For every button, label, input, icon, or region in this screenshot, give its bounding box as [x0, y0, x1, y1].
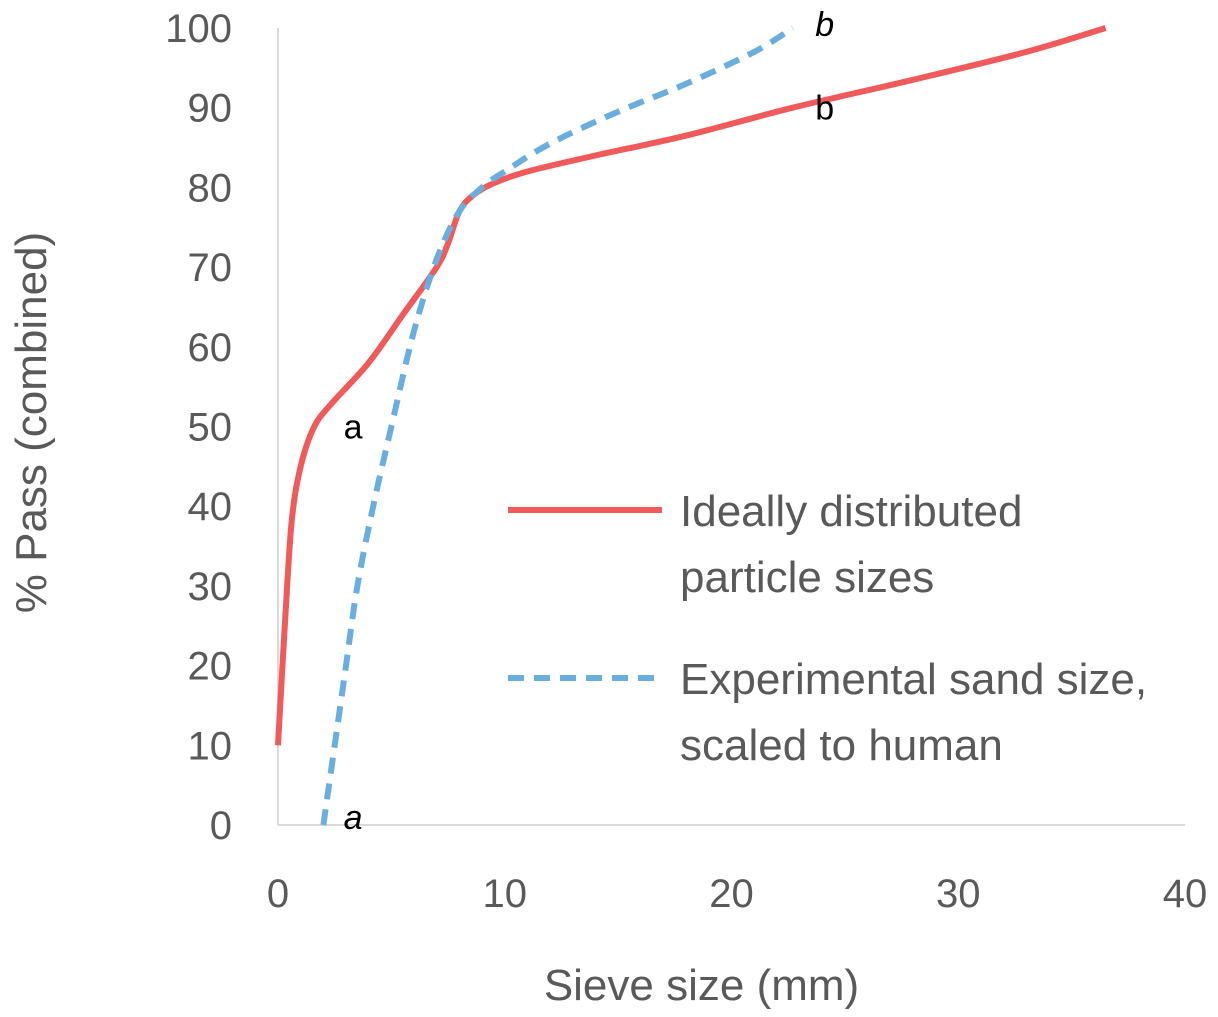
y-tick-label: 10	[188, 724, 233, 768]
point-annotation: b	[815, 6, 834, 44]
y-tick-label: 40	[188, 485, 233, 529]
y-tick-label: 30	[188, 565, 233, 609]
y-tick-label: 100	[165, 7, 232, 51]
point-annotation: b	[815, 90, 834, 128]
x-tick-labels: 0 10 20 30 40	[267, 872, 1207, 916]
y-tick-labels: 0 10 20 30 40 50 60 70 80 90 100	[165, 7, 232, 848]
legend-label: particle sizes	[680, 553, 934, 602]
y-axis-title: % Pass (combined)	[7, 232, 56, 613]
annotation-layer: a b a b	[344, 6, 835, 837]
legend-label: Experimental sand size,	[680, 655, 1147, 704]
x-tick-label: 20	[709, 872, 754, 916]
x-tick-label: 0	[267, 872, 289, 916]
legend: Ideally distributed particle sizes Experim…	[508, 487, 1147, 770]
axes	[277, 28, 1185, 826]
x-tick-label: 30	[936, 872, 981, 916]
x-axis-title: Sieve size (mm)	[544, 961, 859, 1010]
legend-label: Ideally distributed	[680, 487, 1022, 536]
series-line-experimental	[320, 25, 795, 826]
y-tick-label: 90	[188, 87, 233, 131]
y-tick-label: 20	[188, 645, 233, 689]
y-tick-label: 60	[188, 326, 233, 370]
point-annotation: a	[344, 799, 363, 837]
series-layer	[275, 25, 1107, 826]
y-tick-label: 80	[188, 166, 233, 210]
y-tick-label: 70	[188, 246, 233, 290]
legend-label: scaled to human	[680, 721, 1003, 770]
point-annotation: a	[344, 409, 363, 447]
x-tick-label: 40	[1163, 872, 1208, 916]
y-tick-label: 0	[210, 804, 232, 848]
y-tick-label: 50	[188, 406, 233, 450]
x-tick-label: 10	[483, 872, 528, 916]
